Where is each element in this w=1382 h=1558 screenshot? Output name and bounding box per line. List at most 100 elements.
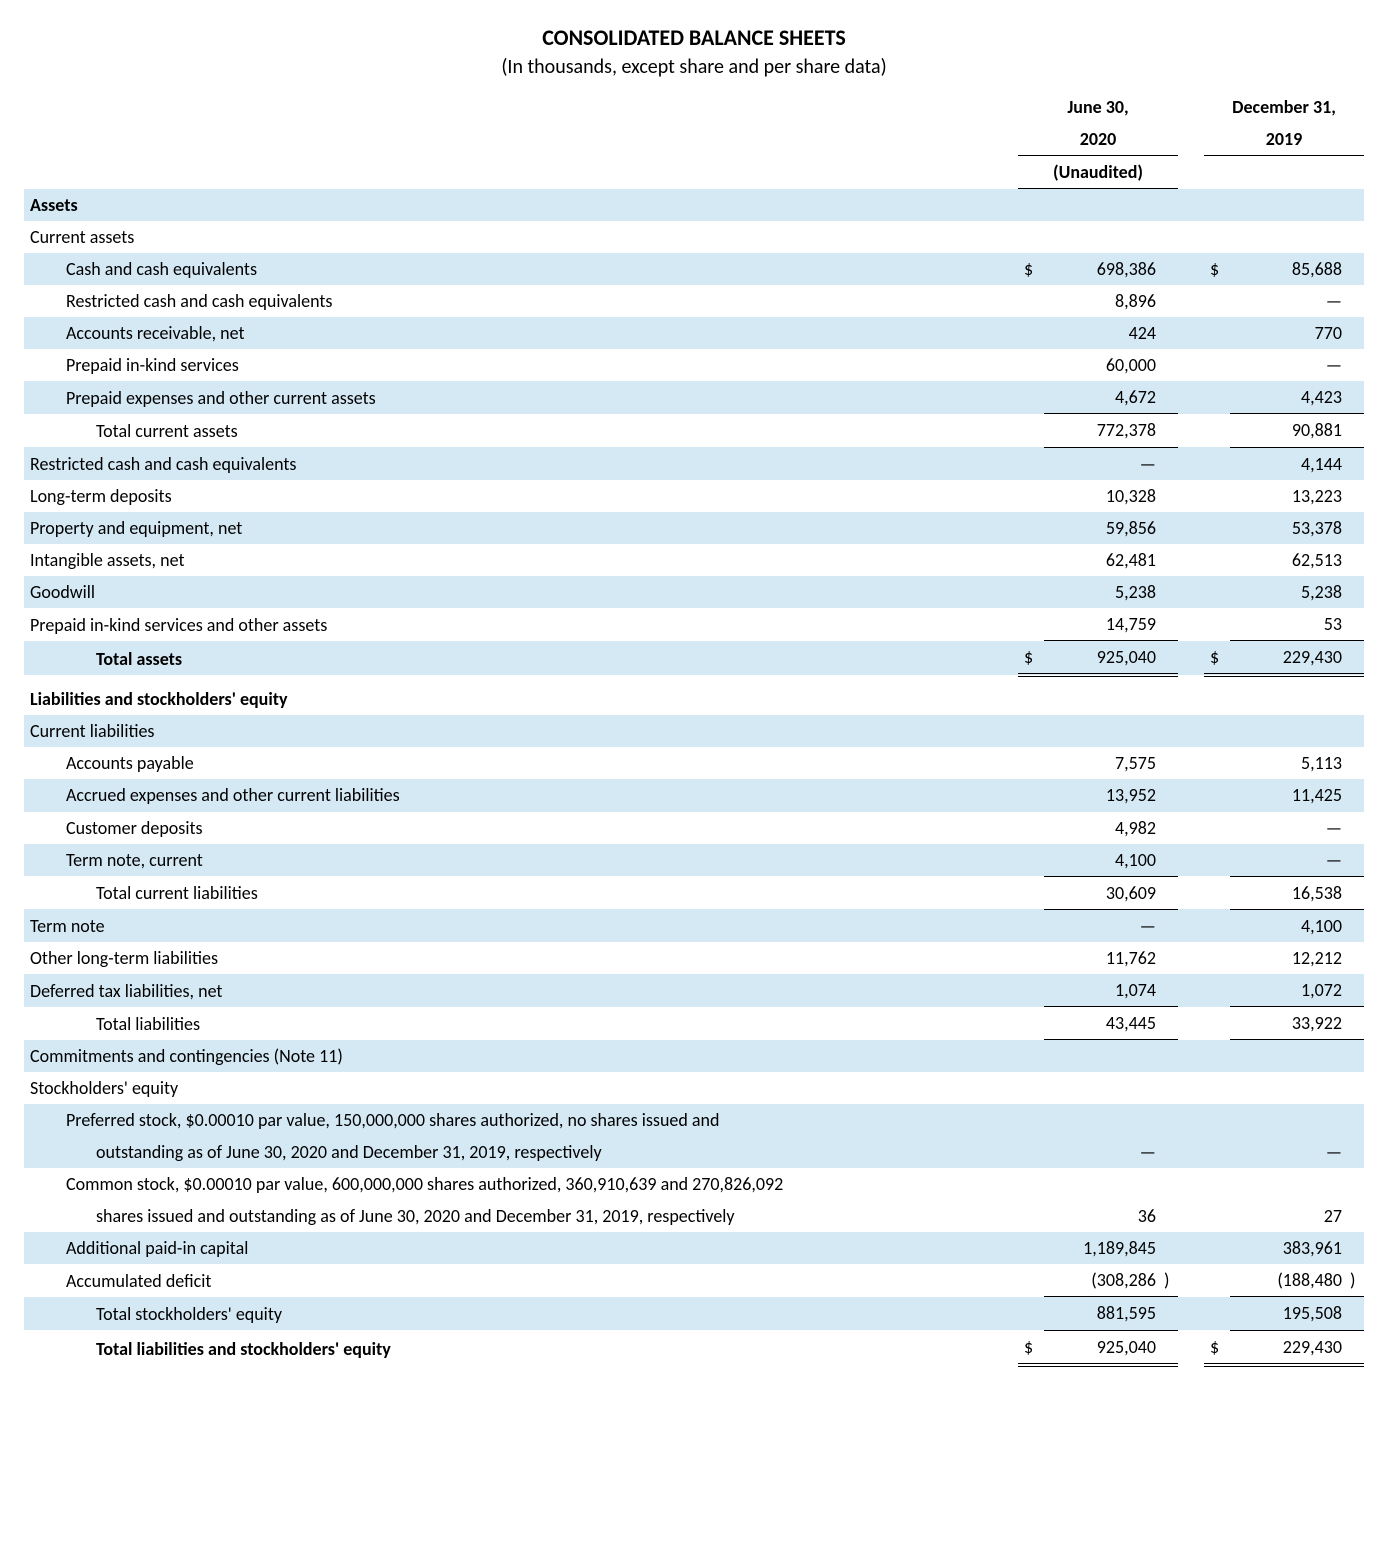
row-tca: Total current assets 772,378 90,881 xyxy=(24,414,1364,447)
tse-label: Total stockholders' equity xyxy=(24,1297,1018,1330)
row-intangibles: Intangible assets, net 62,481 62,513 xyxy=(24,544,1364,576)
col2-header-line1: December 31, xyxy=(1204,91,1364,123)
statement-title: CONSOLIDATED BALANCE SHEETS xyxy=(24,24,1364,51)
prepaid-ik-nc-label: Prepaid in-kind services and other asset… xyxy=(24,608,1018,641)
spacer xyxy=(24,675,1364,683)
ar-label: Accounts receivable, net xyxy=(24,317,1018,349)
header-line2: 2020 2019 xyxy=(24,123,1364,156)
row-total-liab: Total liabilities 43,445 33,922 xyxy=(24,1007,1364,1040)
row-prepaid-ik: Prepaid in-kind services 60,000 — xyxy=(24,349,1364,381)
total-assets-label: Total assets xyxy=(24,641,1018,676)
restricted-cur-c1: 8,896 xyxy=(1044,285,1164,317)
restricted-cur-c2: — xyxy=(1230,285,1350,317)
row-accrued: Accrued expenses and other current liabi… xyxy=(24,779,1364,811)
total-liab-c1: 43,445 xyxy=(1044,1007,1164,1040)
row-restricted-nc: Restricted cash and cash equivalents — 4… xyxy=(24,447,1364,480)
accum-def-c1-paren: ) xyxy=(1164,1264,1178,1297)
row-goodwill: Goodwill 5,238 5,238 xyxy=(24,576,1364,608)
tle-label: Total liabilities and stockholders' equi… xyxy=(24,1330,1018,1365)
row-lt-deposits: Long-term deposits 10,328 13,223 xyxy=(24,480,1364,512)
apic-c1: 1,189,845 xyxy=(1044,1232,1164,1264)
cash-label: Cash and cash equivalents xyxy=(24,253,1018,285)
commitments-label: Commitments and contingencies (Note 11) xyxy=(24,1040,1018,1072)
ap-label: Accounts payable xyxy=(24,747,1018,779)
row-ap: Accounts payable 7,575 5,113 xyxy=(24,747,1364,779)
other-lt-c2: 12,212 xyxy=(1230,942,1350,974)
accum-def-c1: (308,286 xyxy=(1044,1264,1164,1297)
other-lt-label: Other long-term liabilities xyxy=(24,942,1018,974)
intangibles-c1: 62,481 xyxy=(1044,544,1164,576)
row-restricted-cur: Restricted cash and cash equivalents 8,8… xyxy=(24,285,1364,317)
prepaid-ik-label: Prepaid in-kind services xyxy=(24,349,1018,381)
tcl-label: Total current liabilities xyxy=(24,876,1018,909)
apic-c2: 383,961 xyxy=(1230,1232,1350,1264)
restricted-nc-c1: — xyxy=(1044,447,1164,480)
goodwill-c1: 5,238 xyxy=(1044,576,1164,608)
cash-c1: 698,386 xyxy=(1044,253,1164,285)
tca-c2: 90,881 xyxy=(1230,414,1350,447)
goodwill-c2: 5,238 xyxy=(1230,576,1350,608)
cust-dep-c1: 4,982 xyxy=(1044,812,1164,844)
restricted-nc-label: Restricted cash and cash equivalents xyxy=(24,447,1018,480)
accrued-c2: 11,425 xyxy=(1230,779,1350,811)
term-nc-label: Term note xyxy=(24,909,1018,942)
tle-c2-cur: $ xyxy=(1204,1330,1230,1365)
common-label-1: Common stock, $0.00010 par value, 600,00… xyxy=(24,1168,1018,1200)
col1-unaudited: (Unaudited) xyxy=(1018,156,1178,189)
row-tse: Total stockholders' equity 881,595 195,5… xyxy=(24,1297,1364,1330)
term-cur-c1: 4,100 xyxy=(1044,844,1164,877)
row-prepaid-ik-nc: Prepaid in-kind services and other asset… xyxy=(24,608,1364,641)
row-stockholders: Stockholders' equity xyxy=(24,1072,1364,1104)
cash-c2: 85,688 xyxy=(1230,253,1350,285)
common-c1: 36 xyxy=(1044,1200,1164,1232)
total-assets-c1: 925,040 xyxy=(1044,641,1164,676)
cust-dep-label: Customer deposits xyxy=(24,812,1018,844)
row-prepaid-other: Prepaid expenses and other current asset… xyxy=(24,381,1364,414)
row-pref1: Preferred stock, $0.00010 par value, 150… xyxy=(24,1104,1364,1136)
tcl-c1: 30,609 xyxy=(1044,876,1164,909)
prepaid-other-c2: 4,423 xyxy=(1230,381,1350,414)
row-common1: Common stock, $0.00010 par value, 600,00… xyxy=(24,1168,1364,1200)
stockholders-label: Stockholders' equity xyxy=(24,1072,1018,1104)
other-lt-c1: 11,762 xyxy=(1044,942,1164,974)
prepaid-ik-c2: — xyxy=(1230,349,1350,381)
ppe-c2: 53,378 xyxy=(1230,512,1350,544)
row-ppe: Property and equipment, net 59,856 53,37… xyxy=(24,512,1364,544)
ar-c2: 770 xyxy=(1230,317,1350,349)
pref-c1: — xyxy=(1044,1136,1164,1168)
ppe-c1: 59,856 xyxy=(1044,512,1164,544)
accrued-c1: 13,952 xyxy=(1044,779,1164,811)
tle-c1-cur: $ xyxy=(1018,1330,1044,1365)
tle-c2: 229,430 xyxy=(1230,1330,1350,1365)
prepaid-ik-nc-c2: 53 xyxy=(1230,608,1350,641)
common-c2: 27 xyxy=(1230,1200,1350,1232)
liab-heading: Liabilities and stockholders' equity xyxy=(24,683,1018,715)
lt-deposits-label: Long-term deposits xyxy=(24,480,1018,512)
apic-label: Additional paid-in capital xyxy=(24,1232,1018,1264)
accum-def-c2-paren: ) xyxy=(1350,1264,1364,1297)
lt-deposits-c1: 10,328 xyxy=(1044,480,1164,512)
balance-sheet: CONSOLIDATED BALANCE SHEETS (In thousand… xyxy=(24,24,1364,1367)
ap-c2: 5,113 xyxy=(1230,747,1350,779)
row-accum-def: Accumulated deficit (308,286) (188,480) xyxy=(24,1264,1364,1297)
row-term-nc: Term note — 4,100 xyxy=(24,909,1364,942)
balance-sheet-table: June 30, December 31, 2020 2019 (Unaudit… xyxy=(24,91,1364,1367)
row-cust-dep: Customer deposits 4,982 — xyxy=(24,812,1364,844)
col1-header-line1: June 30, xyxy=(1018,91,1178,123)
prepaid-ik-c1: 60,000 xyxy=(1044,349,1164,381)
term-nc-c2: 4,100 xyxy=(1230,909,1350,942)
header-line1: June 30, December 31, xyxy=(24,91,1364,123)
common-label-2: shares issued and outstanding as of June… xyxy=(24,1200,1018,1232)
tca-label: Total current assets xyxy=(24,414,1018,447)
col2-header-line2: 2019 xyxy=(1204,123,1364,156)
term-nc-c1: — xyxy=(1044,909,1164,942)
current-assets-label: Current assets xyxy=(24,221,1018,253)
accum-def-label: Accumulated deficit xyxy=(24,1264,1018,1297)
row-apic: Additional paid-in capital 1,189,845 383… xyxy=(24,1232,1364,1264)
current-liab-label: Current liabilities xyxy=(24,715,1018,747)
intangibles-c2: 62,513 xyxy=(1230,544,1350,576)
section-assets: Assets xyxy=(24,189,1364,221)
row-current-assets: Current assets xyxy=(24,221,1364,253)
accrued-label: Accrued expenses and other current liabi… xyxy=(24,779,1018,811)
def-tax-label: Deferred tax liabilities, net xyxy=(24,974,1018,1007)
